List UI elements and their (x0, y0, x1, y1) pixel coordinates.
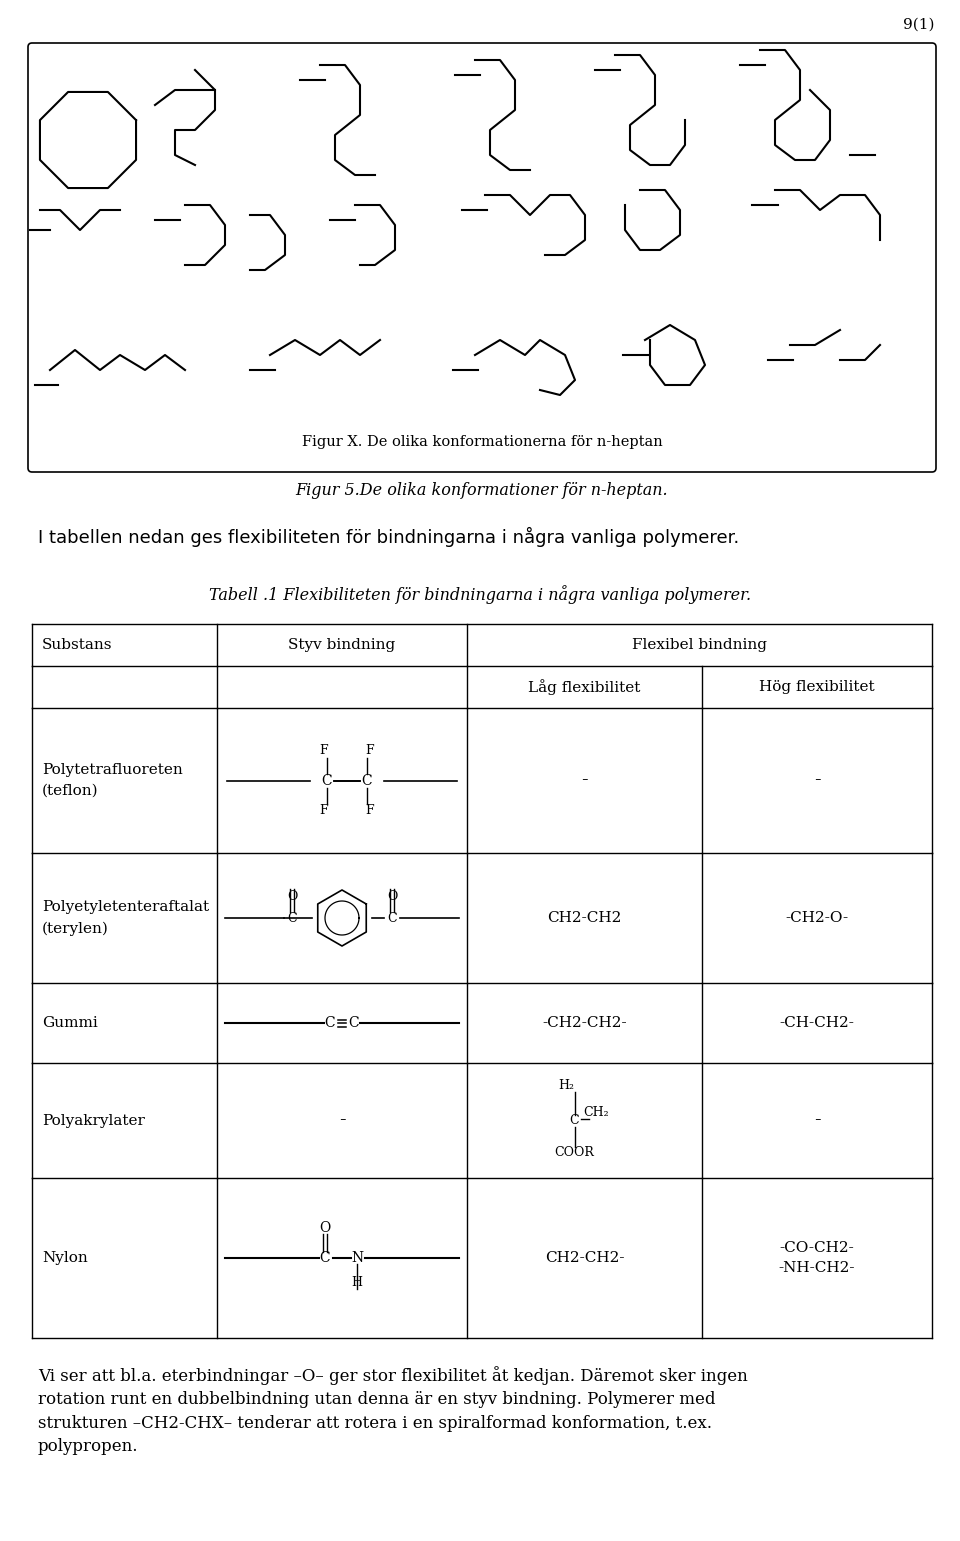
Text: Styv bindning: Styv bindning (288, 638, 396, 652)
Text: -: - (339, 1111, 346, 1130)
Text: -: - (581, 772, 588, 789)
Text: CH2-CH2: CH2-CH2 (547, 911, 622, 925)
Text: CH2-CH2-: CH2-CH2- (544, 1251, 624, 1265)
Text: Substans: Substans (42, 638, 112, 652)
FancyBboxPatch shape (28, 43, 936, 472)
Text: F: F (366, 804, 374, 817)
Text: Polyetyletenteraftalat
(terylen): Polyetyletenteraftalat (terylen) (42, 900, 209, 935)
Text: Figur X. De olika konformationerna för n-heptan: Figur X. De olika konformationerna för n… (301, 435, 662, 448)
Text: N: N (351, 1251, 363, 1265)
Text: Flexibel bindning: Flexibel bindning (632, 638, 767, 652)
Text: C: C (324, 1016, 335, 1029)
Text: -: - (814, 772, 820, 789)
Text: -CH2-O-: -CH2-O- (785, 911, 849, 925)
Text: C: C (348, 1016, 359, 1029)
Text: Polytetrafluoreten
(teflon): Polytetrafluoreten (teflon) (42, 763, 182, 798)
Text: O: O (320, 1220, 330, 1234)
Text: -: - (814, 1111, 820, 1130)
Text: I tabellen nedan ges flexibiliteten för bindningarna i några vanliga polymerer.: I tabellen nedan ges flexibiliteten för … (38, 527, 739, 547)
Text: F: F (366, 744, 374, 757)
Text: Hög flexibilitet: Hög flexibilitet (759, 680, 875, 693)
Text: Gummi: Gummi (42, 1016, 98, 1029)
Text: Figur 5.De olika konformationer för n-heptan.: Figur 5.De olika konformationer för n-he… (296, 482, 668, 499)
Text: COOR: COOR (555, 1147, 594, 1159)
Text: O: O (287, 889, 298, 903)
Text: Nylon: Nylon (42, 1251, 87, 1265)
Text: F: F (320, 744, 328, 757)
Text: C: C (569, 1114, 579, 1126)
Text: -CH-CH2-: -CH-CH2- (780, 1016, 854, 1029)
Text: C: C (287, 911, 297, 925)
Text: O: O (387, 889, 397, 903)
Text: Låg flexibilitet: Låg flexibilitet (528, 680, 640, 695)
Text: C: C (387, 911, 396, 925)
Text: -CH2-CH2-: -CH2-CH2- (542, 1016, 627, 1029)
Text: -CO-CH2-
-NH-CH2-: -CO-CH2- -NH-CH2- (779, 1241, 855, 1274)
Text: CH₂: CH₂ (584, 1106, 610, 1119)
Text: F: F (320, 804, 328, 817)
Text: Vi ser att bl.a. eterbindningar –O– ger stor flexibilitet åt kedjan. Däremot ske: Vi ser att bl.a. eterbindningar –O– ger … (38, 1365, 748, 1455)
Text: H₂: H₂ (559, 1079, 574, 1093)
Text: H: H (351, 1276, 363, 1290)
Text: Polyakrylater: Polyakrylater (42, 1114, 145, 1128)
Text: C: C (362, 774, 372, 787)
Text: C: C (320, 1251, 330, 1265)
Text: 9(1): 9(1) (903, 18, 935, 32)
Text: C: C (322, 774, 332, 787)
Text: Tabell .1 Flexibiliteten för bindningarna i några vanliga polymerer.: Tabell .1 Flexibiliteten för bindningarn… (209, 586, 751, 604)
